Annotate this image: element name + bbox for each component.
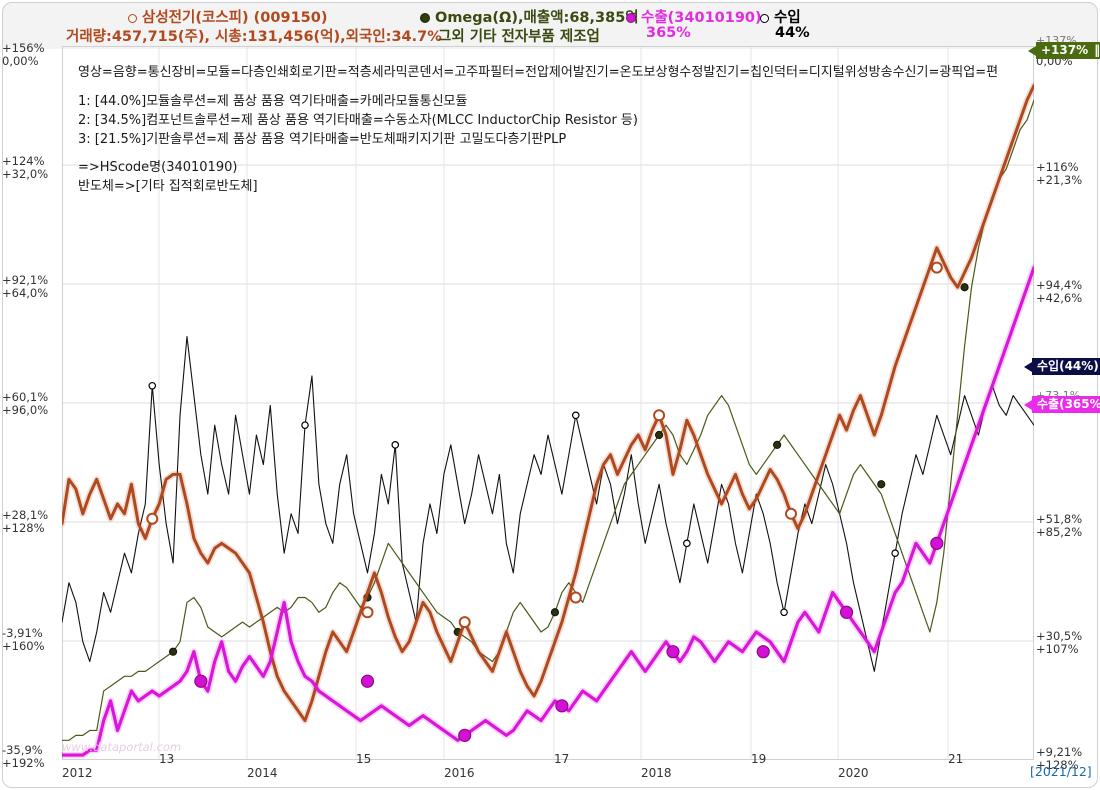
- x-tick-13: 13: [159, 752, 175, 766]
- x-tick-2012: 2012: [62, 766, 93, 780]
- legend-header: 삼성전기(코스피) (009150) 거래량:457,715(주), 시총:13…: [0, 0, 1100, 46]
- legend-sub-import: 44%: [775, 25, 810, 41]
- y-axis-left-tick-6: -35,9% +192%: [2, 743, 45, 770]
- legend-label-export: 수출(34010190): [641, 10, 762, 26]
- y-axis-right-tick-2: +94,4% +42,6%: [1036, 278, 1083, 305]
- y-axis-right-tick-4: +51,8% +85,2%: [1036, 512, 1083, 539]
- badge-import-value[interactable]: 수입(44%): [1024, 358, 1100, 375]
- ring-marker-icon: [128, 13, 137, 23]
- legend-item-stock[interactable]: 삼성전기(코스피) (009150): [128, 6, 327, 27]
- y-axis-right-tick-6: +9,21% +128%: [1036, 745, 1083, 772]
- dot-marker-icon: [420, 13, 430, 23]
- legend-item-revenue[interactable]: Omega(Ω),매출액:68,385억: [420, 6, 639, 27]
- y-axis-right-tick-1: +116% +21,3%: [1036, 160, 1083, 187]
- x-tick-17: 17: [554, 752, 570, 766]
- legend-sub-stock: 거래량:457,715(주), 시총:131,456(억),외국인:34.7%: [66, 29, 442, 45]
- legend-label-revenue: Omega(Ω),매출액:68,385억: [435, 10, 639, 26]
- x-tick-19: 19: [751, 752, 767, 766]
- date-stamp: [2021/12]: [1030, 764, 1092, 779]
- chart-svg: [62, 46, 1034, 760]
- legend-item-export[interactable]: 수출(34010190): [626, 6, 762, 27]
- x-tick-15: 15: [356, 752, 372, 766]
- y-axis-left-tick-1: +124% +32,0%: [2, 154, 49, 181]
- x-tick-21: 21: [948, 752, 964, 766]
- legend-item-import[interactable]: 수입: [760, 6, 801, 27]
- x-tick-2018: 2018: [641, 766, 672, 780]
- y-axis-right-tick-5: +30,5% +107%: [1036, 629, 1083, 656]
- legend-label-stock: 삼성전기(코스피) (009150): [142, 10, 328, 26]
- badge-stock-value[interactable]: +137%‖: [1028, 42, 1100, 59]
- badge-arrow-icon: [1024, 399, 1032, 410]
- x-tick-2016: 2016: [444, 766, 475, 780]
- badge-arrow-icon: [1028, 45, 1036, 56]
- badge-export-value[interactable]: 수출(365%): [1024, 396, 1100, 413]
- x-tick-2014: 2014: [247, 766, 278, 780]
- y-axis-left-tick-4: +28,1% +128%: [2, 508, 49, 535]
- y-axis-left-tick-5: -3,91% +160%: [2, 626, 45, 653]
- y-axis-left-tick-2: +92,1% +64,0%: [2, 273, 49, 300]
- plot-area[interactable]: [62, 46, 1034, 760]
- dot-marker-icon: [626, 13, 636, 23]
- ring-marker-icon: [760, 13, 769, 23]
- x-tick-2020: 2020: [838, 766, 869, 780]
- y-axis-left-tick-0: +156% 0,00%: [2, 41, 45, 68]
- badge-arrow-icon: [1024, 361, 1032, 372]
- legend-sub-export: 365%: [646, 25, 691, 41]
- y-axis-left-tick-3: +60,1% +96,0%: [2, 390, 49, 417]
- badge-bars-icon: ‖: [1094, 43, 1100, 57]
- legend-label-import: 수입: [774, 10, 801, 26]
- legend-sub-revenue: 그외 기타 전자부품 제조업: [438, 29, 600, 45]
